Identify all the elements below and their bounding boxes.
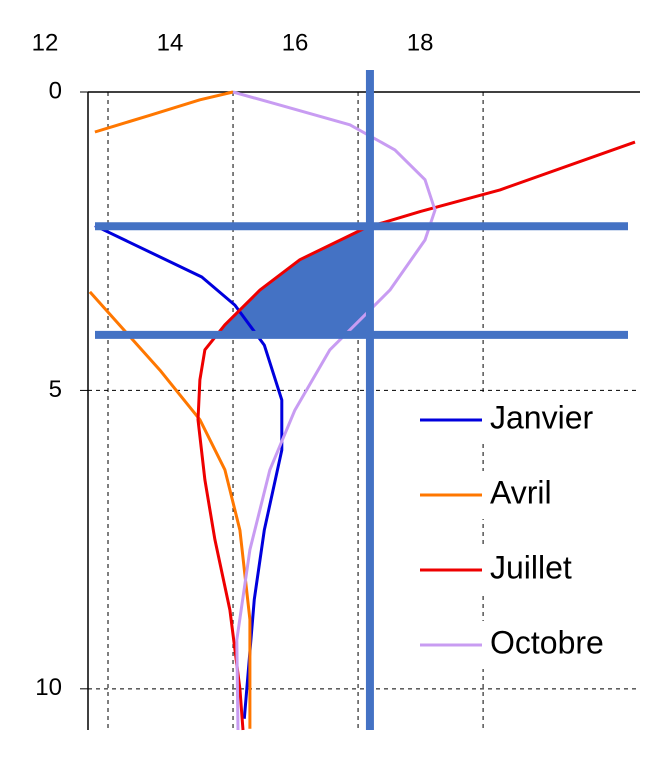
- series-line: [196, 140, 636, 731]
- legend-label: Juillet: [490, 549, 572, 585]
- x-tick-label: 12: [32, 29, 59, 56]
- x-tick-label: 18: [407, 29, 434, 56]
- y-tick-label: 10: [35, 674, 62, 701]
- x-tick-label: 14: [157, 29, 184, 56]
- series-line: [88, 90, 252, 729]
- y-tick-label: 5: [49, 376, 62, 403]
- legend-label: Octobre: [490, 624, 604, 660]
- legend-label: Janvier: [490, 399, 594, 435]
- series-line: [94, 224, 284, 719]
- highlight-area: [216, 226, 370, 335]
- x-tick-label: 16: [282, 29, 309, 56]
- series-line: [232, 90, 437, 731]
- y-tick-label: 0: [49, 77, 62, 104]
- legend-label: Avril: [490, 474, 552, 510]
